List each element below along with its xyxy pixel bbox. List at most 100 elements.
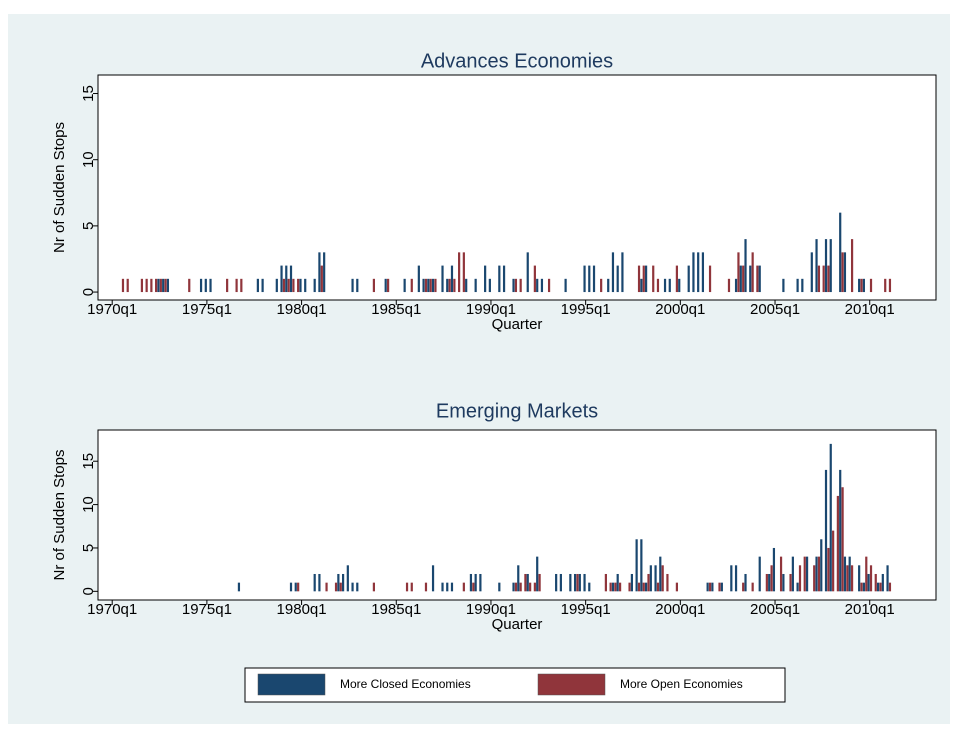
bar — [836, 495, 839, 592]
bar — [533, 582, 536, 592]
bar — [805, 556, 809, 592]
bar — [642, 265, 645, 293]
bar — [827, 265, 830, 293]
bar — [708, 582, 712, 592]
bar — [884, 278, 887, 293]
bar — [356, 278, 359, 293]
bar — [796, 582, 799, 592]
bar — [687, 265, 690, 293]
legend-label: More Open Economies — [620, 677, 743, 691]
bar — [810, 252, 813, 293]
bar — [384, 278, 387, 293]
bar — [235, 278, 238, 293]
bar — [313, 573, 316, 592]
bar — [524, 573, 527, 592]
bar — [817, 556, 821, 592]
bar — [659, 556, 662, 592]
bar — [448, 278, 451, 293]
bar — [782, 278, 785, 293]
bar — [708, 265, 712, 293]
bar — [604, 573, 607, 592]
bar — [869, 565, 873, 592]
bar — [841, 487, 844, 592]
bar — [813, 565, 816, 592]
bar — [843, 556, 847, 592]
bar — [652, 265, 655, 293]
bar — [874, 573, 877, 592]
bar — [770, 565, 773, 592]
bar — [474, 573, 477, 592]
bar — [555, 573, 558, 592]
bar — [121, 278, 125, 293]
bar — [791, 556, 794, 592]
bar — [879, 582, 882, 592]
bar — [334, 582, 338, 592]
bar — [644, 582, 648, 592]
bar — [145, 278, 148, 293]
bar — [299, 278, 302, 293]
bar — [862, 582, 865, 592]
y-tick-label: 5 — [80, 544, 97, 552]
bar — [403, 278, 406, 293]
bar — [150, 278, 153, 293]
bar — [297, 582, 300, 592]
y-tick-label: 15 — [80, 453, 97, 470]
bar — [469, 573, 473, 592]
bar — [592, 265, 596, 293]
bar — [815, 239, 818, 293]
bar — [829, 239, 832, 293]
x-tick-label: 1985q1 — [371, 601, 421, 618]
bar — [720, 582, 723, 592]
plot-area — [97, 429, 937, 601]
bar — [462, 252, 465, 293]
bar — [292, 278, 295, 293]
bar — [642, 582, 645, 592]
bar — [758, 265, 761, 293]
bar — [846, 565, 849, 592]
bar — [860, 278, 863, 293]
bar — [313, 278, 316, 293]
bar — [621, 252, 624, 293]
bar — [637, 582, 641, 592]
bar — [294, 582, 297, 592]
bar — [675, 265, 679, 293]
bar — [237, 582, 241, 592]
x-tick-label: 2005q1 — [750, 601, 800, 618]
chart-title: Emerging Markets — [436, 400, 598, 422]
bar — [888, 582, 892, 592]
bar — [637, 265, 641, 293]
bar — [372, 278, 375, 293]
bar — [588, 265, 591, 293]
bar — [796, 278, 799, 293]
bar — [320, 265, 323, 293]
x-tick-label: 2010q1 — [845, 601, 895, 618]
bar — [498, 265, 501, 293]
bar — [341, 573, 345, 592]
bar — [434, 278, 437, 293]
bar — [519, 278, 522, 293]
bar — [860, 582, 863, 592]
bar — [600, 278, 603, 293]
bar — [718, 582, 721, 592]
bar — [744, 573, 747, 592]
bar — [616, 573, 619, 592]
bar — [742, 582, 745, 592]
y-tick-label: 15 — [80, 85, 97, 102]
bar — [472, 582, 475, 592]
bar — [697, 252, 700, 293]
bar — [827, 547, 830, 592]
bar — [339, 582, 342, 592]
bar — [756, 265, 759, 293]
bar — [751, 582, 754, 592]
bar — [166, 278, 170, 293]
bar — [162, 278, 165, 293]
bar — [318, 573, 321, 592]
bar — [616, 265, 619, 293]
y-tick-label: 10 — [80, 151, 97, 168]
bar — [372, 582, 375, 592]
bar — [502, 265, 506, 293]
bar — [458, 252, 461, 293]
y-axis-label: Nr of Sudden Stops — [51, 450, 68, 581]
